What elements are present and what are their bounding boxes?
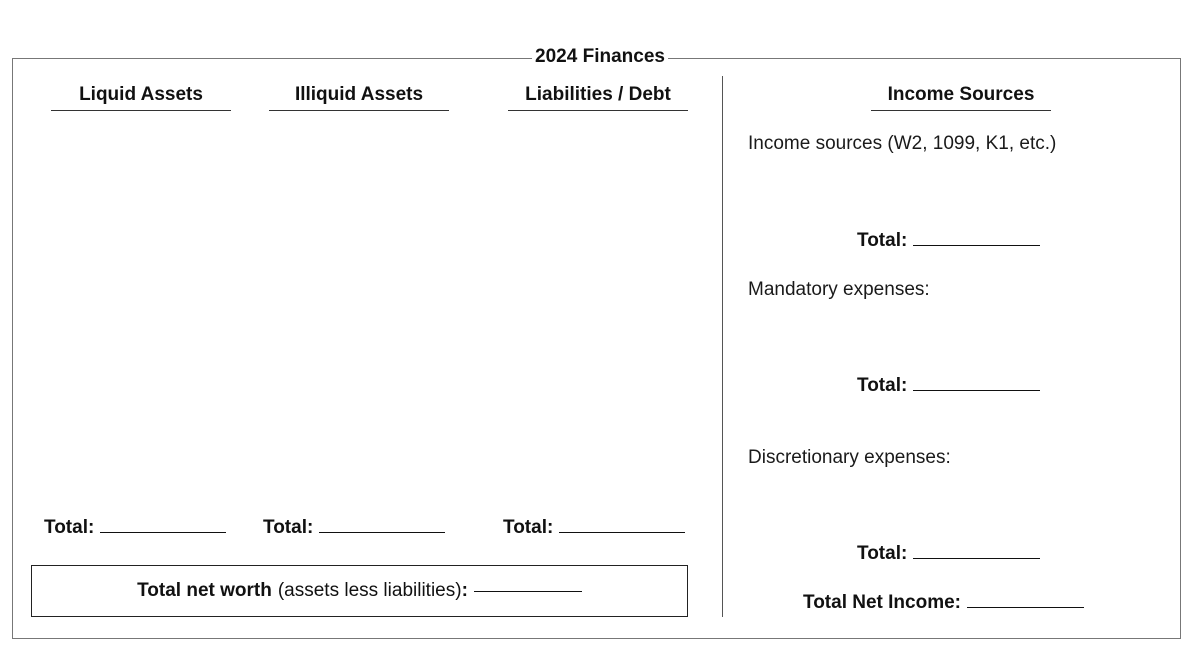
liquid-assets-total-label: Total:	[44, 517, 95, 538]
illiquid-assets-total-label: Total:	[263, 517, 314, 538]
illiquid-assets-total-blank[interactable]	[319, 531, 446, 533]
liquid-assets-heading: Liquid Assets	[51, 84, 231, 111]
mandatory-total-blank[interactable]	[913, 389, 1041, 391]
net-worth-colon: :	[461, 580, 468, 601]
illiquid-assets-heading: Illiquid Assets	[269, 84, 449, 111]
liabilities-heading: Liabilities / Debt	[508, 84, 688, 111]
income-sources-heading: Income Sources	[871, 84, 1051, 111]
income-total-blank[interactable]	[913, 244, 1041, 246]
mandatory-total: Total:	[857, 374, 1041, 398]
liabilities-total-blank[interactable]	[559, 531, 686, 533]
liabilities-total-label: Total:	[503, 517, 554, 538]
mandatory-expenses-text: Mandatory expenses:	[748, 279, 930, 300]
income-total: Total:	[857, 229, 1041, 253]
discretionary-total: Total:	[857, 542, 1041, 566]
net-worth-label: Total net worth	[137, 580, 272, 601]
net-worth-box: Total net worth (assets less liabilities)…	[31, 565, 688, 617]
net-worth-note: (assets less liabilities)	[277, 580, 462, 601]
net-income-total: Total Net Income:	[803, 591, 1084, 615]
income-sources-text: Income sources (W2, 1099, K1, etc.)	[748, 133, 1057, 154]
income-total-label: Total:	[857, 230, 908, 251]
discretionary-total-blank[interactable]	[913, 557, 1041, 559]
net-worth-blank[interactable]	[473, 590, 582, 592]
liquid-assets-total-blank[interactable]	[100, 531, 227, 533]
net-income-label: Total Net Income:	[803, 592, 961, 613]
illiquid-assets-total: Total:	[263, 516, 446, 540]
net-income-blank[interactable]	[967, 606, 1084, 608]
liabilities-total: Total:	[503, 516, 686, 540]
page-title: 2024 Finances	[532, 44, 668, 70]
liquid-assets-total: Total:	[44, 516, 227, 540]
mandatory-total-label: Total:	[857, 375, 908, 396]
discretionary-expenses-text: Discretionary expenses:	[748, 447, 951, 468]
discretionary-total-label: Total:	[857, 543, 908, 564]
section-divider	[722, 76, 723, 617]
